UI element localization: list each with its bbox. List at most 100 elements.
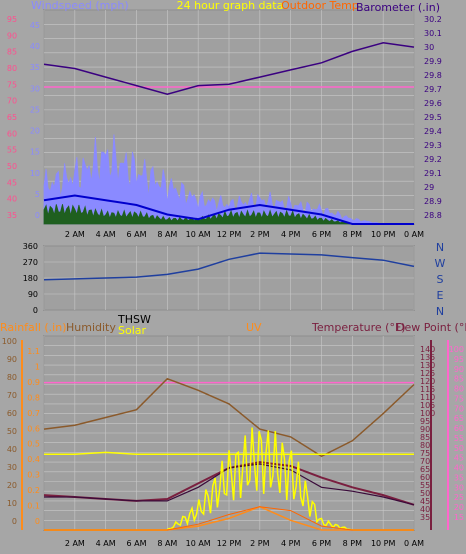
barometer-tick-label: 28.8 bbox=[424, 211, 442, 220]
dew-tick-label: 25 bbox=[454, 493, 464, 502]
compass-label: N bbox=[436, 305, 444, 318]
direction-line bbox=[43, 252, 415, 281]
temp-tick-label: 95 bbox=[420, 417, 430, 426]
direction-tick-label: 270 bbox=[23, 258, 38, 267]
left-tick-label: 50 bbox=[7, 162, 17, 171]
wind-tick-label: 35 bbox=[30, 63, 40, 72]
humidity-tick-label: 90 bbox=[7, 355, 17, 364]
barometer-tick-label: 29.3 bbox=[424, 141, 442, 150]
rain-tick-label: 0.2 bbox=[27, 486, 40, 495]
rain-tick-label: 0.4 bbox=[27, 455, 40, 464]
rain-tick-label: 0.9 bbox=[27, 378, 40, 387]
temp-tick-label: 90 bbox=[420, 425, 430, 434]
left-tick-label: 60 bbox=[7, 129, 17, 138]
temp-tick-label: 45 bbox=[420, 497, 430, 506]
humidity-tick-label: 60 bbox=[7, 409, 17, 418]
rain-tick-label: 1.1 bbox=[27, 347, 40, 356]
wind-tick-label: 15 bbox=[30, 148, 40, 157]
top-time-label: 8 AM bbox=[157, 230, 177, 239]
barometer-tick-label: 29 bbox=[424, 183, 434, 192]
left-tick-label: 65 bbox=[7, 113, 17, 122]
bottom-time-label: 8 PM bbox=[343, 539, 362, 548]
dew-tick-label: 100 bbox=[449, 345, 464, 354]
humidity-tick-label: 50 bbox=[7, 427, 17, 436]
barometer-tick-label: 29.9 bbox=[424, 57, 442, 66]
left-tick-label: 70 bbox=[7, 97, 17, 106]
left-tick-label: 90 bbox=[7, 31, 17, 40]
humidity-tick-label: 100 bbox=[2, 337, 17, 346]
top-time-label: 6 AM bbox=[126, 230, 146, 239]
wind-tick-label: 5 bbox=[35, 190, 40, 199]
top-time-label: 10 AM bbox=[186, 230, 211, 239]
outdoor-temp-label: Outdoor Temp bbox=[281, 0, 359, 12]
direction-tick-label: 360 bbox=[23, 242, 38, 251]
compass-label: S bbox=[437, 273, 444, 286]
wind-tick-label: 40 bbox=[30, 42, 40, 51]
compass-label: E bbox=[437, 289, 444, 302]
temp-tick-label: 55 bbox=[420, 481, 430, 490]
bottom-time-label: 10 PM bbox=[371, 539, 396, 548]
rain-tick-label: 1 bbox=[35, 362, 40, 371]
dew-tick-label: 15 bbox=[454, 513, 464, 522]
dew-tick-label: 50 bbox=[454, 444, 464, 453]
left-tick-label: 55 bbox=[7, 146, 17, 155]
dew-tick-label: 30 bbox=[454, 483, 464, 492]
windspeed-label: Windspeed (mph) bbox=[31, 0, 129, 12]
dew-tick-label: 60 bbox=[454, 424, 464, 433]
bottom-time-label: 2 PM bbox=[250, 539, 269, 548]
wind-tick-label: 10 bbox=[30, 169, 40, 178]
left-tick-label: 40 bbox=[7, 195, 17, 204]
dew-tick-label: 40 bbox=[454, 464, 464, 473]
humidity-label: Humidity bbox=[66, 321, 116, 334]
top-time-label: 2 AM bbox=[65, 230, 85, 239]
rain-tick-label: 0.6 bbox=[27, 424, 40, 433]
humidity-tick-label: 80 bbox=[7, 373, 17, 382]
wind-tick-label: 0 bbox=[35, 211, 40, 220]
left-tick-label: 45 bbox=[7, 178, 17, 187]
wind-tick-label: 30 bbox=[30, 84, 40, 93]
thsw-label: THSW bbox=[117, 313, 151, 326]
barometer-tick-label: 28.9 bbox=[424, 197, 442, 206]
bottom-time-label: 2 AM bbox=[65, 539, 85, 548]
bottom-time-label: 8 AM bbox=[157, 539, 177, 548]
barometer-tick-label: 29.5 bbox=[424, 113, 442, 122]
top-time-label: 0 AM bbox=[404, 230, 424, 239]
barometer-label: Barometer (.in) bbox=[356, 1, 440, 14]
dew-tick-label: 70 bbox=[454, 404, 464, 413]
dew-tick-label: 80 bbox=[454, 385, 464, 394]
barometer-tick-label: 29.7 bbox=[424, 85, 442, 94]
dewpoint-label: Dew Point (°F) bbox=[396, 321, 466, 334]
dew-tick-label: 95 bbox=[454, 355, 464, 364]
bottom-time-label: 6 AM bbox=[126, 539, 146, 548]
dew-tick-label: 85 bbox=[454, 375, 464, 384]
temp-tick-label: 115 bbox=[420, 385, 435, 394]
dew-tick-label: 20 bbox=[454, 503, 464, 512]
rain-tick-label: 0.3 bbox=[27, 471, 40, 480]
dew-tick-label: 75 bbox=[454, 394, 464, 403]
dew-tick-label: 65 bbox=[454, 414, 464, 423]
bottom-time-label: 6 PM bbox=[312, 539, 331, 548]
top-time-label: 4 AM bbox=[96, 230, 116, 239]
top-time-label: 2 PM bbox=[250, 230, 269, 239]
left-tick-label: 95 bbox=[7, 15, 17, 24]
left-tick-label: 35 bbox=[7, 211, 17, 220]
left-tick-label: 85 bbox=[7, 48, 17, 57]
barometer-tick-label: 29.4 bbox=[424, 127, 442, 136]
temp-tick-label: 35 bbox=[420, 513, 430, 522]
temp-tick-label: 75 bbox=[420, 449, 430, 458]
temp-tick-label: 125 bbox=[420, 369, 435, 378]
dew-tick-label: 35 bbox=[454, 473, 464, 482]
windspeed-area bbox=[43, 134, 414, 225]
wind-tick-label: 45 bbox=[30, 21, 40, 30]
rain-tick-label: 0.5 bbox=[27, 440, 40, 449]
top-time-label: 6 PM bbox=[312, 230, 331, 239]
dew-tick-label: 90 bbox=[454, 365, 464, 374]
humidity-tick-label: 0 bbox=[12, 517, 17, 526]
rain-tick-label: 0.8 bbox=[27, 393, 40, 402]
compass-label: N bbox=[436, 241, 444, 254]
temp-tick-label: 40 bbox=[420, 505, 430, 514]
barometer-tick-label: 30.1 bbox=[424, 29, 442, 38]
temp-tick-label: 85 bbox=[420, 433, 430, 442]
humidity-tick-label: 30 bbox=[7, 463, 17, 472]
